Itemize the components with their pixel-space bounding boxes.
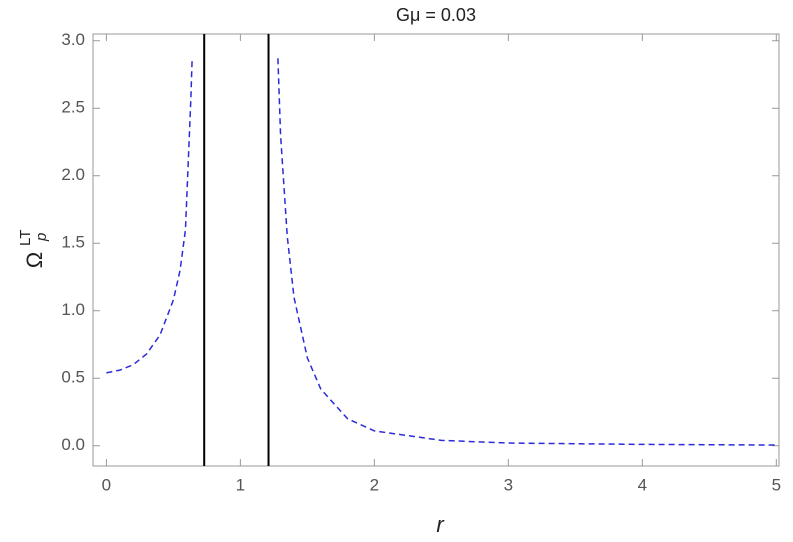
x-tick-label: 0 [102, 475, 111, 494]
y-tick-label: 0.5 [61, 368, 85, 387]
x-tick-label: 1 [236, 475, 245, 494]
y-tick-label: 1.0 [61, 300, 85, 319]
y-tick-label: 2.5 [61, 98, 85, 117]
x-axis-label: r [436, 512, 445, 537]
x-tick-label: 5 [772, 475, 781, 494]
y-tick-label: 3.0 [61, 30, 85, 49]
y-axis-label: Ω p LT [17, 230, 50, 269]
chart-title: Gμ = 0.03 [396, 5, 476, 25]
x-tick-label: 3 [504, 475, 513, 494]
plot-frame [92, 33, 780, 467]
y-axis-label-sub: p [33, 233, 50, 242]
y-tick-label: 2.0 [61, 165, 85, 184]
x-tick-label: 4 [638, 475, 647, 494]
y-axis-label-base: Ω [22, 252, 47, 268]
y-axis-label-sup: LT [17, 230, 34, 246]
y-tick-label: 0.0 [61, 435, 85, 454]
x-tick-label: 2 [370, 475, 379, 494]
y-tick-label: 1.5 [61, 233, 85, 252]
data-line [106, 58, 777, 446]
